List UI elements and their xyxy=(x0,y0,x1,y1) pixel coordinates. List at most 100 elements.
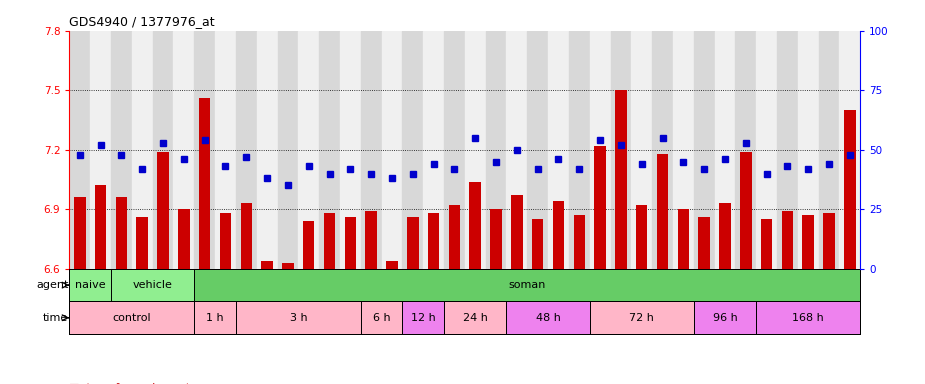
Bar xyxy=(756,31,777,269)
Bar xyxy=(548,31,569,269)
Bar xyxy=(91,31,111,269)
Bar xyxy=(74,197,85,269)
Bar xyxy=(132,31,153,269)
Text: 48 h: 48 h xyxy=(536,313,561,323)
Bar xyxy=(757,301,860,334)
Bar xyxy=(428,213,439,269)
Bar xyxy=(157,152,168,269)
Bar xyxy=(194,31,215,269)
Bar xyxy=(512,195,523,269)
Bar xyxy=(839,31,860,269)
Bar xyxy=(402,31,423,269)
Bar xyxy=(672,31,694,269)
Bar xyxy=(490,209,501,269)
Bar xyxy=(470,182,481,269)
Bar xyxy=(240,203,252,269)
Bar xyxy=(278,31,298,269)
Text: 1 h: 1 h xyxy=(206,313,224,323)
Bar xyxy=(761,219,772,269)
Bar xyxy=(407,217,418,269)
Bar xyxy=(236,301,361,334)
Bar xyxy=(444,31,464,269)
Bar xyxy=(657,154,668,269)
Bar xyxy=(464,31,486,269)
Bar xyxy=(507,301,590,334)
Bar xyxy=(361,31,381,269)
Bar xyxy=(423,31,444,269)
Bar xyxy=(387,261,398,269)
Bar xyxy=(153,31,174,269)
Bar xyxy=(486,31,507,269)
Bar xyxy=(527,31,548,269)
Text: 24 h: 24 h xyxy=(462,313,487,323)
Bar xyxy=(595,146,606,269)
Bar xyxy=(694,301,757,334)
Text: ■  transformed count: ■ transformed count xyxy=(69,383,191,384)
Bar xyxy=(507,31,527,269)
Text: control: control xyxy=(113,313,151,323)
Bar xyxy=(652,31,672,269)
Bar xyxy=(694,31,714,269)
Bar xyxy=(324,213,335,269)
Text: 96 h: 96 h xyxy=(712,313,737,323)
Bar xyxy=(69,31,91,269)
Bar xyxy=(553,201,564,269)
Text: 168 h: 168 h xyxy=(793,313,824,323)
Bar xyxy=(720,203,731,269)
Bar xyxy=(303,221,315,269)
Bar xyxy=(194,301,236,334)
Bar xyxy=(569,31,590,269)
Bar xyxy=(282,263,293,269)
Text: naive: naive xyxy=(75,280,105,290)
Bar xyxy=(631,31,652,269)
Bar xyxy=(111,269,194,301)
Bar xyxy=(194,269,860,301)
Bar xyxy=(361,301,402,334)
Text: soman: soman xyxy=(509,280,546,290)
Bar xyxy=(220,213,231,269)
Bar xyxy=(179,209,190,269)
Bar xyxy=(298,31,319,269)
Bar xyxy=(698,217,709,269)
Text: time: time xyxy=(43,313,68,323)
Bar xyxy=(574,215,585,269)
Bar xyxy=(823,213,834,269)
Bar xyxy=(797,31,819,269)
Bar xyxy=(402,301,444,334)
Bar xyxy=(714,31,735,269)
Bar xyxy=(319,31,340,269)
Bar xyxy=(740,152,751,269)
Bar xyxy=(365,211,376,269)
Bar xyxy=(803,215,814,269)
Bar xyxy=(137,217,148,269)
Bar xyxy=(116,197,127,269)
Bar xyxy=(236,31,256,269)
Text: 72 h: 72 h xyxy=(629,313,654,323)
Bar xyxy=(199,98,210,269)
Text: 6 h: 6 h xyxy=(373,313,390,323)
Bar xyxy=(590,301,694,334)
Text: 3 h: 3 h xyxy=(290,313,307,323)
Bar xyxy=(111,31,132,269)
Text: agent: agent xyxy=(36,280,68,290)
Bar xyxy=(735,31,756,269)
Bar xyxy=(636,205,648,269)
Bar xyxy=(257,31,278,269)
Bar xyxy=(615,90,626,269)
Bar xyxy=(532,219,543,269)
Bar xyxy=(262,261,273,269)
Bar xyxy=(589,31,610,269)
Text: 12 h: 12 h xyxy=(411,313,436,323)
Bar xyxy=(174,31,194,269)
Bar xyxy=(845,110,856,269)
Bar xyxy=(444,301,507,334)
Bar xyxy=(678,209,689,269)
Bar xyxy=(339,31,361,269)
Bar xyxy=(95,185,106,269)
Bar xyxy=(777,31,797,269)
Bar xyxy=(215,31,236,269)
Bar xyxy=(381,31,402,269)
Bar xyxy=(69,301,194,334)
Bar xyxy=(345,217,356,269)
Bar xyxy=(610,31,631,269)
